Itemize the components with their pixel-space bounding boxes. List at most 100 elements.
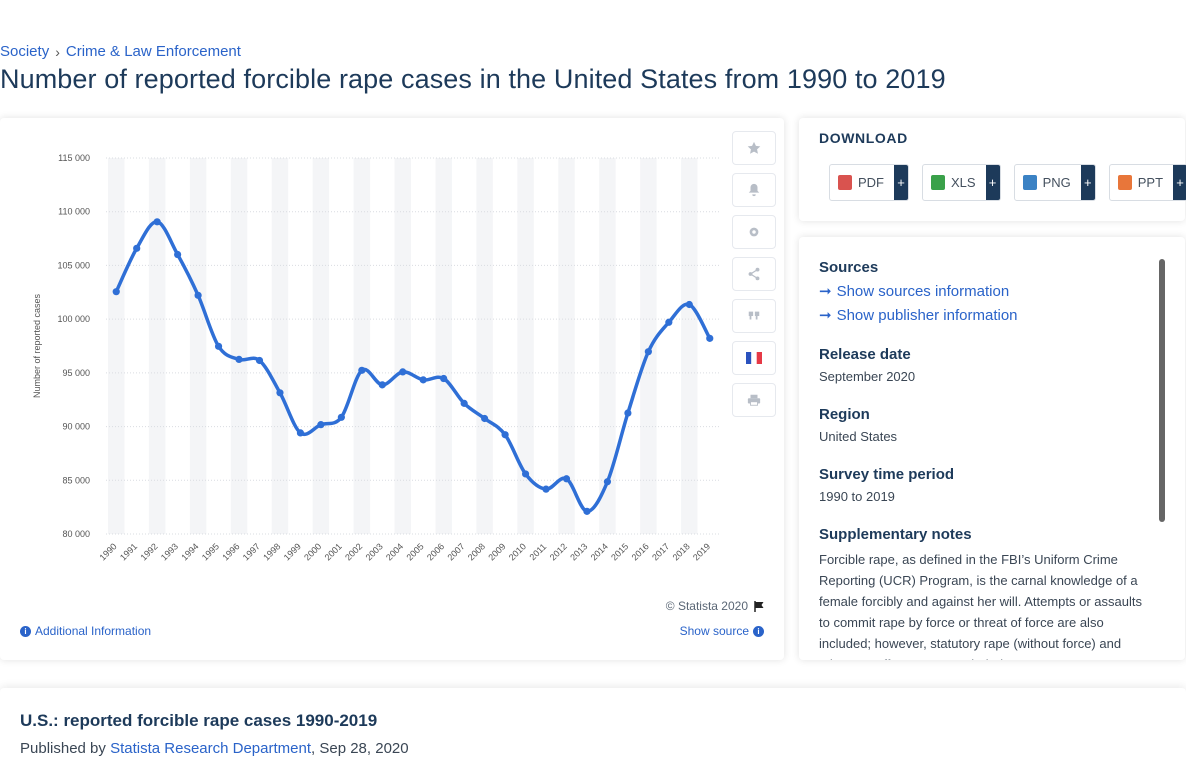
- pdf-file-icon: [838, 175, 852, 190]
- x-tick-label: 2007: [445, 541, 466, 562]
- column-stripe: [230, 158, 248, 534]
- plus-icon: +: [985, 165, 1000, 200]
- flag-report-icon[interactable]: [754, 600, 764, 612]
- download-png-button[interactable]: PNG +: [1013, 164, 1096, 201]
- survey-period-value: 1990 to 2019: [819, 489, 895, 504]
- y-tick-label: 110 000: [58, 207, 90, 217]
- publisher-link[interactable]: Statista Research Department: [110, 740, 312, 757]
- region-value: United States: [819, 429, 898, 444]
- chart-toolbar: [732, 131, 776, 425]
- data-point: [358, 366, 366, 374]
- share-icon[interactable]: [732, 257, 776, 291]
- details-content: Sources ➞ Show sources information ➞ Sho…: [819, 259, 1149, 660]
- breadcrumb-separator-icon: ›: [55, 43, 60, 60]
- y-tick-label: 115 000: [58, 153, 90, 163]
- download-title: DOWNLOAD: [819, 130, 908, 146]
- y-axis-label: Number of reported cases: [32, 293, 42, 398]
- chart-card: 80 000 85 000 90 000 95 000 100 000 105 000 11…: [0, 118, 784, 660]
- data-point: [624, 409, 632, 417]
- print-icon[interactable]: [732, 383, 776, 417]
- data-point: [112, 288, 120, 296]
- y-tick-label: 85 000: [62, 475, 90, 485]
- x-tick-label: 2019: [691, 541, 712, 562]
- data-point: [174, 250, 182, 259]
- arrow-right-icon: ➞: [819, 283, 832, 300]
- breadcrumb-society[interactable]: Society: [0, 43, 50, 60]
- download-pdf-button[interactable]: PDF +: [829, 164, 909, 201]
- ppt-file-icon: [1117, 175, 1132, 190]
- data-point: [685, 300, 693, 309]
- x-tick-label: 2009: [486, 541, 507, 562]
- x-tick-label: 1997: [241, 541, 262, 562]
- data-point: [317, 421, 325, 429]
- show-source-label: Show source: [679, 624, 749, 638]
- data-point: [235, 355, 243, 364]
- data-point: [481, 414, 489, 423]
- french-flag-icon[interactable]: [732, 341, 776, 375]
- x-tick-label: 1994: [179, 541, 200, 562]
- data-point: [276, 389, 284, 397]
- column-stripe: [599, 158, 616, 534]
- show-sources-link[interactable]: ➞ Show sources information: [819, 282, 1149, 301]
- data-point: [706, 334, 714, 342]
- show-sources-label: Show sources information: [836, 282, 1010, 300]
- data-point: [194, 291, 202, 299]
- data-point: [460, 399, 468, 407]
- data-point: [153, 218, 161, 226]
- quote-icon[interactable]: [732, 299, 776, 333]
- statistic-summary: U.S.: reported forcible rape cases 1990-…: [0, 688, 1186, 760]
- x-tick-label: 2012: [548, 541, 569, 562]
- data-point: [644, 348, 652, 356]
- x-tick-label: 2001: [323, 541, 344, 562]
- xls-file-icon: [931, 175, 945, 190]
- additional-information-label: Additional Information: [35, 624, 152, 638]
- release-date-value: September 2020: [819, 369, 916, 384]
- x-tick-label: 2000: [302, 541, 323, 562]
- data-point: [583, 507, 591, 515]
- additional-information-link[interactable]: i Additional Information: [20, 624, 151, 638]
- column-stripe: [476, 158, 493, 534]
- settings-gear-icon[interactable]: [732, 215, 776, 249]
- info-icon: i: [753, 625, 764, 637]
- region-heading: Region: [819, 406, 870, 423]
- breadcrumb-crime[interactable]: Crime & Law Enforcement: [65, 43, 241, 60]
- notification-bell-icon[interactable]: [732, 173, 776, 207]
- data-point: [133, 244, 141, 252]
- y-tick-label: 100 000: [57, 314, 90, 324]
- statistic-title: U.S.: reported forcible rape cases 1990-…: [20, 711, 378, 730]
- data-point: [214, 342, 223, 350]
- column-stripe: [148, 158, 166, 534]
- supplementary-notes-text: Forcible rape, as defined in the FBI’s U…: [819, 552, 1142, 660]
- png-file-icon: [1022, 175, 1037, 190]
- show-publisher-label: Show publisher information: [836, 306, 1018, 324]
- x-tick-label: 2006: [425, 541, 446, 562]
- show-source-link[interactable]: Show source i: [680, 624, 764, 638]
- y-tick-label: 80 000: [62, 529, 90, 539]
- column-stripe: [353, 158, 371, 534]
- x-tick-label: 1992: [138, 541, 159, 562]
- x-tick-label: 1998: [261, 541, 282, 562]
- published-by-label: Published by: [20, 740, 106, 757]
- download-ppt-button[interactable]: PPT +: [1108, 164, 1186, 201]
- data-point: [378, 381, 386, 389]
- survey-period-heading: Survey time period: [819, 466, 955, 483]
- show-publisher-link[interactable]: ➞ Show publisher information: [819, 306, 1149, 325]
- x-tick-label: 2003: [364, 541, 385, 562]
- data-point: [399, 368, 407, 376]
- copyright-text: © Statista 2020: [665, 599, 748, 613]
- data-point: [562, 475, 571, 483]
- publish-date: , Sep 28, 2020: [311, 740, 409, 757]
- data-point: [665, 318, 673, 326]
- column-stripe: [394, 158, 411, 534]
- x-tick-label: 2015: [609, 541, 630, 562]
- scrollbar[interactable]: [1159, 259, 1165, 522]
- x-tick-label: 1995: [200, 541, 221, 562]
- download-xls-label: XLS: [951, 175, 976, 190]
- column-stripe: [108, 158, 125, 534]
- download-xls-button[interactable]: XLS +: [922, 164, 1001, 201]
- x-tick-label: 1996: [220, 541, 241, 562]
- download-buttons: PDF + XLS + PNG + PPT +: [829, 164, 1186, 201]
- favorite-star-icon[interactable]: [732, 131, 776, 165]
- column-stripe: [189, 158, 207, 534]
- plus-icon: +: [1173, 165, 1186, 200]
